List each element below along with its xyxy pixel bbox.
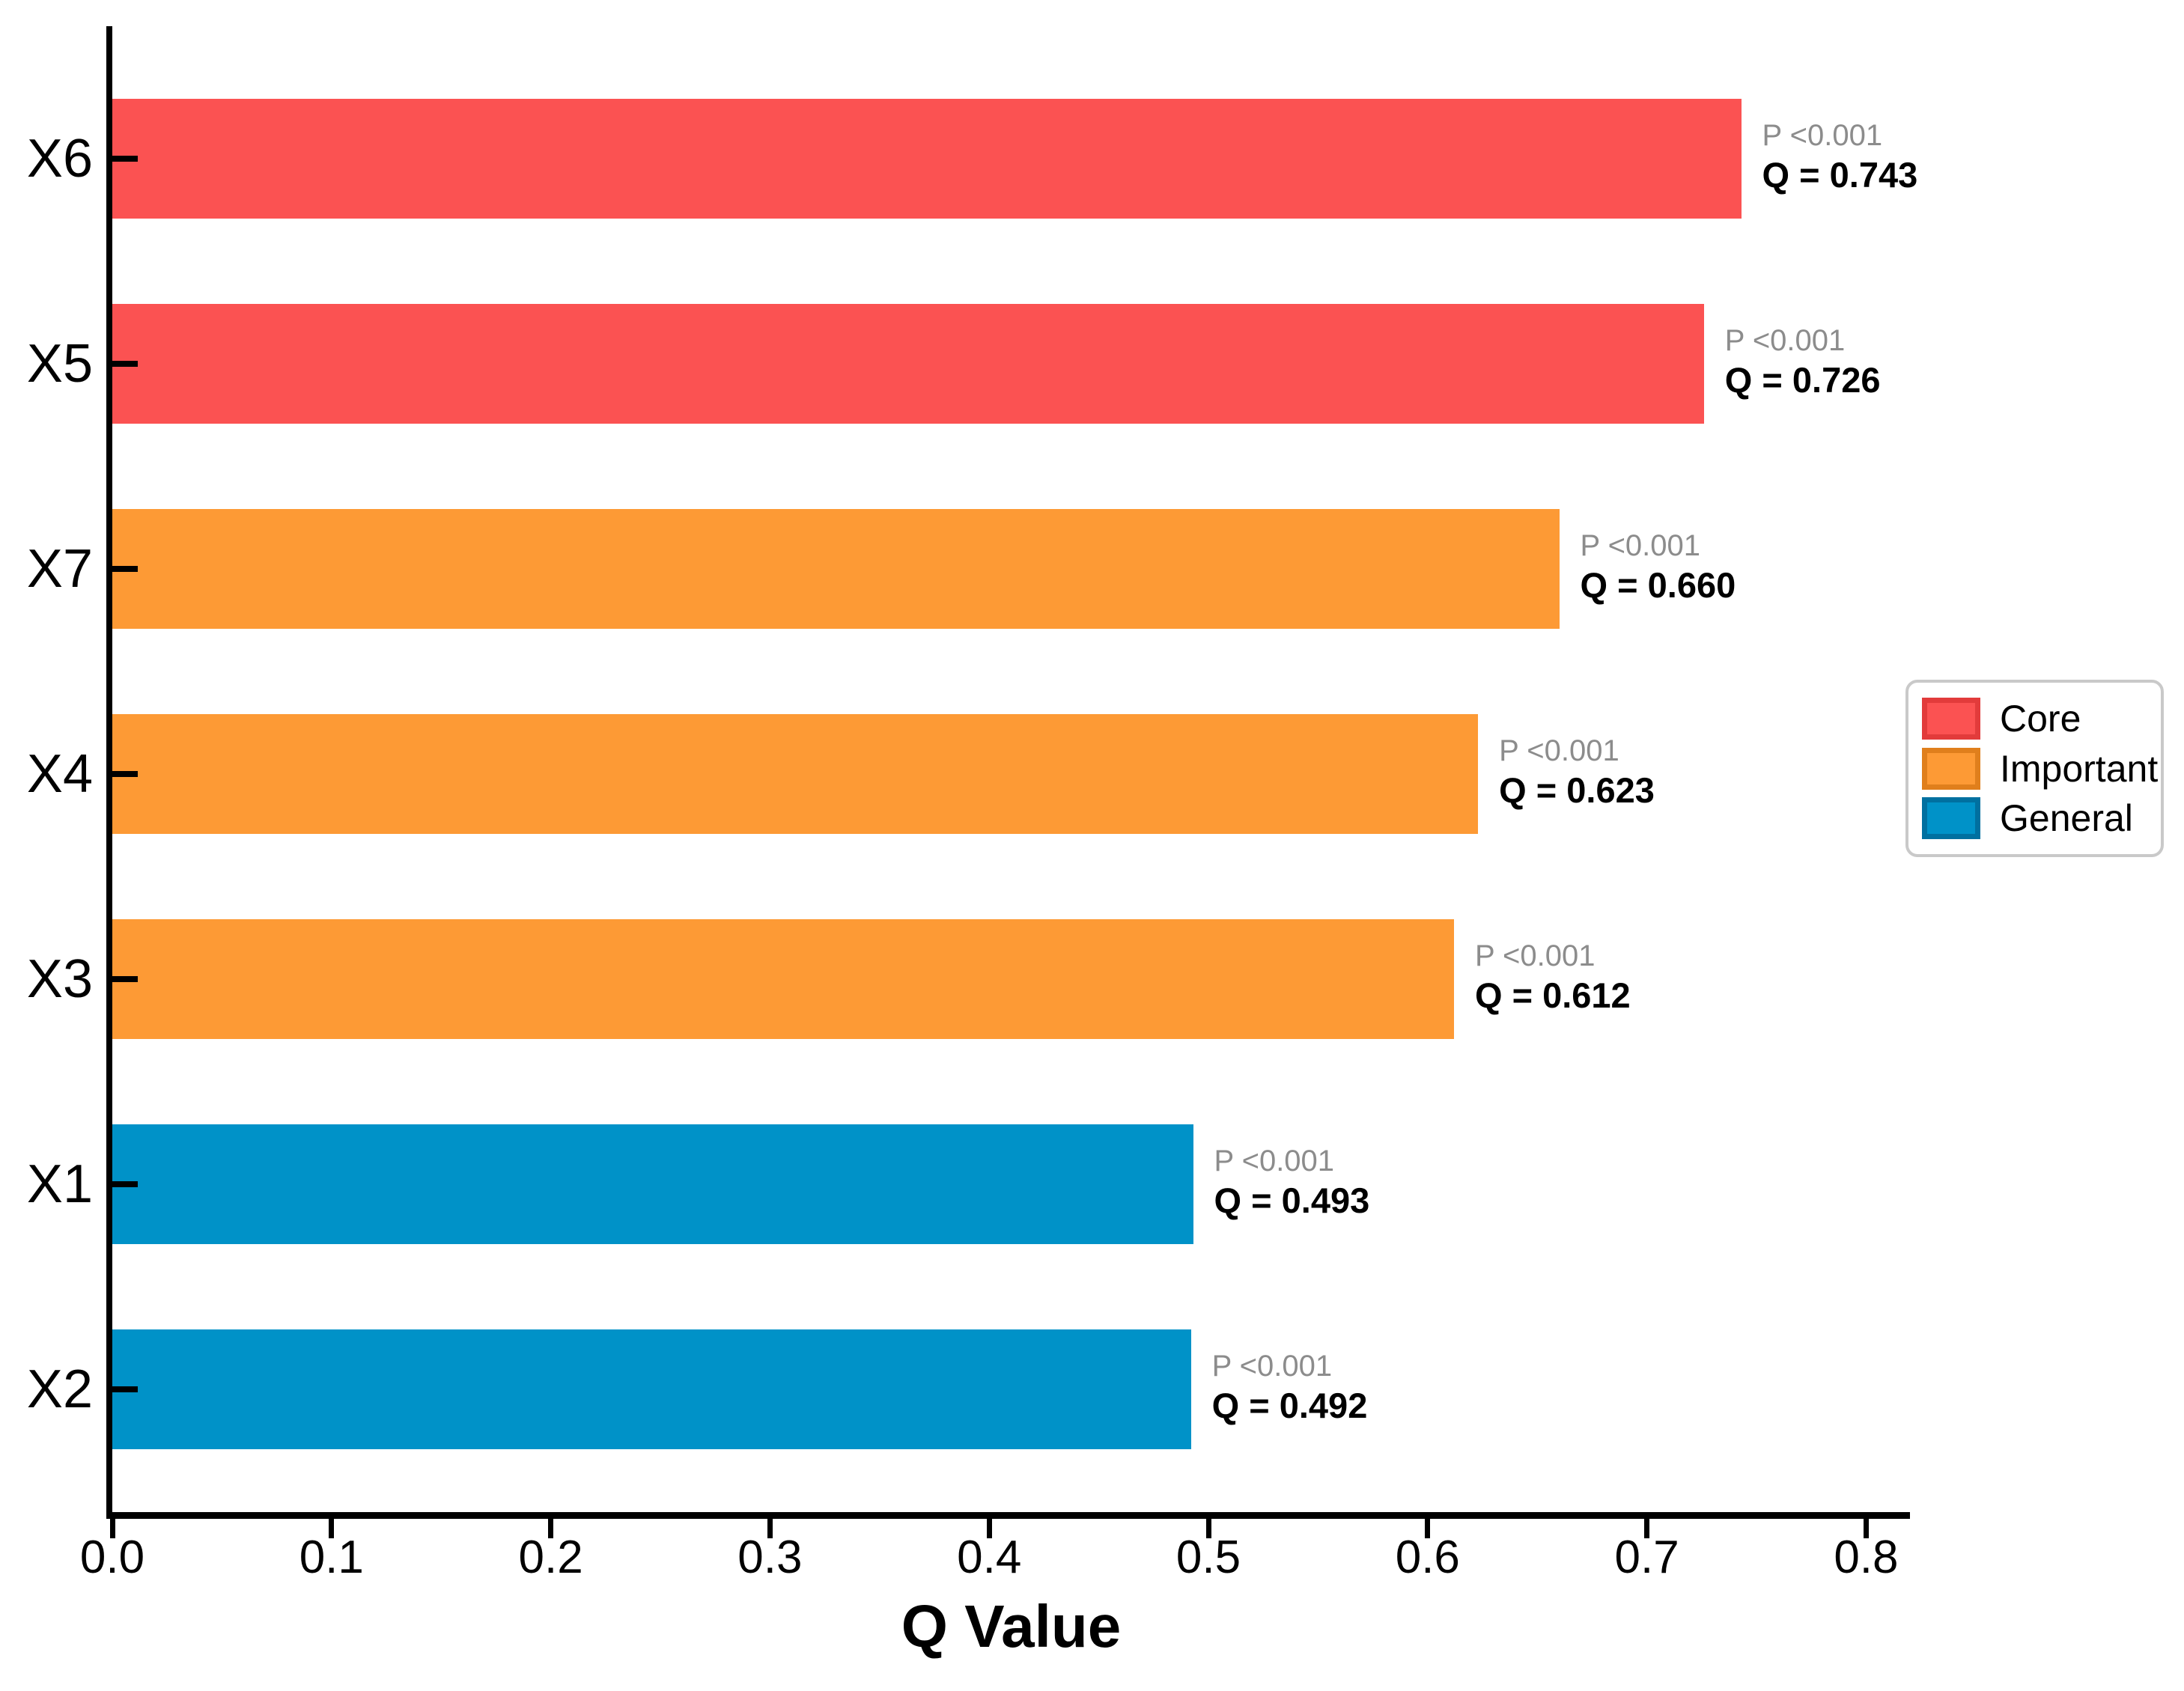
x-tick — [1205, 1516, 1211, 1538]
x-tick — [1425, 1516, 1431, 1538]
p-value-label: P <0.001 — [1499, 734, 1619, 767]
category-label: X6 — [26, 129, 93, 189]
q-value-label: Q = 0.660 — [1580, 565, 1736, 605]
x-tick-label: 0.2 — [518, 1532, 583, 1583]
y-tick — [112, 1386, 138, 1392]
legend-item: Core — [1922, 695, 2147, 743]
bar — [112, 304, 1704, 424]
legend-label: Core — [2000, 698, 2081, 740]
q-value-label: Q = 0.612 — [1474, 975, 1631, 1015]
x-tick-label: 0.3 — [737, 1532, 803, 1583]
legend-label: General — [2000, 797, 2133, 839]
x-tick — [767, 1516, 773, 1538]
x-axis-line — [106, 1512, 1910, 1519]
x-axis-title: Q Value — [901, 1593, 1122, 1660]
p-value-label: P <0.001 — [1580, 529, 1701, 562]
bar-annotation: P <0.001 Q = 0.492 — [1212, 1347, 1368, 1427]
bar — [112, 714, 1479, 834]
p-value-label: P <0.001 — [1211, 1350, 1333, 1383]
y-tick — [112, 771, 138, 777]
legend-swatch — [1922, 747, 1980, 790]
y-tick — [112, 1181, 138, 1187]
y-tick — [112, 566, 138, 572]
x-tick — [1644, 1516, 1650, 1538]
p-value-label: P <0.001 — [1724, 324, 1846, 357]
legend-item: Important — [1922, 745, 2158, 793]
category-label: X1 — [26, 1154, 93, 1214]
legend-swatch — [1922, 698, 1980, 740]
bar-annotation: P <0.001 Q = 0.660 — [1581, 527, 1736, 606]
category-label: X4 — [26, 744, 93, 804]
bar-annotation: P <0.001 Q = 0.493 — [1214, 1142, 1370, 1222]
y-axis-line — [106, 26, 112, 1519]
q-value-label: Q = 0.743 — [1762, 155, 1918, 195]
bar-annotation: P <0.001 Q = 0.743 — [1762, 117, 1918, 196]
legend-swatch — [1922, 797, 1980, 839]
legend-item: General — [1922, 794, 2147, 842]
category-label: X5 — [26, 334, 93, 394]
legend-label: Important — [2000, 747, 2159, 790]
x-tick — [986, 1516, 992, 1538]
p-value-label: P <0.001 — [1762, 119, 1883, 152]
x-tick — [548, 1516, 554, 1538]
x-tick-label: 0.5 — [1175, 1532, 1241, 1583]
bar — [112, 1329, 1191, 1449]
x-tick — [109, 1516, 115, 1538]
x-tick-label: 0.8 — [1834, 1532, 1899, 1583]
bar — [112, 1124, 1193, 1244]
category-label: X2 — [26, 1359, 93, 1419]
x-tick-label: 0.7 — [1614, 1532, 1679, 1583]
y-tick — [112, 976, 138, 982]
q-value-label: Q = 0.493 — [1214, 1180, 1370, 1220]
q-value-label: Q = 0.623 — [1499, 770, 1655, 810]
category-label: X3 — [26, 949, 93, 1009]
plot-area: P <0.001 Q = 0.743 P <0.001 Q = 0.726 P <0.0… — [109, 26, 1917, 1538]
x-tick-label: 0.1 — [299, 1532, 364, 1583]
x-tick-label: 0.6 — [1395, 1532, 1460, 1583]
bar-annotation: P <0.001 Q = 0.623 — [1499, 732, 1655, 811]
y-tick — [112, 156, 138, 162]
bar — [112, 509, 1560, 629]
bar-annotation: P <0.001 Q = 0.726 — [1725, 322, 1881, 401]
x-tick — [1863, 1516, 1869, 1538]
x-tick-label: 0.0 — [79, 1532, 145, 1583]
q-value-label: Q = 0.492 — [1211, 1386, 1368, 1425]
x-tick-label: 0.4 — [957, 1532, 1022, 1583]
p-value-label: P <0.001 — [1214, 1145, 1335, 1177]
bar — [112, 99, 1742, 219]
p-value-label: P <0.001 — [1474, 939, 1596, 972]
legend: Core Important General — [1905, 680, 2164, 857]
category-label: X7 — [26, 539, 93, 599]
bar-annotation: P <0.001 Q = 0.612 — [1475, 937, 1631, 1017]
x-tick — [329, 1516, 335, 1538]
bar — [112, 919, 1454, 1039]
y-tick — [112, 361, 138, 367]
q-value-label: Q = 0.726 — [1724, 360, 1881, 400]
